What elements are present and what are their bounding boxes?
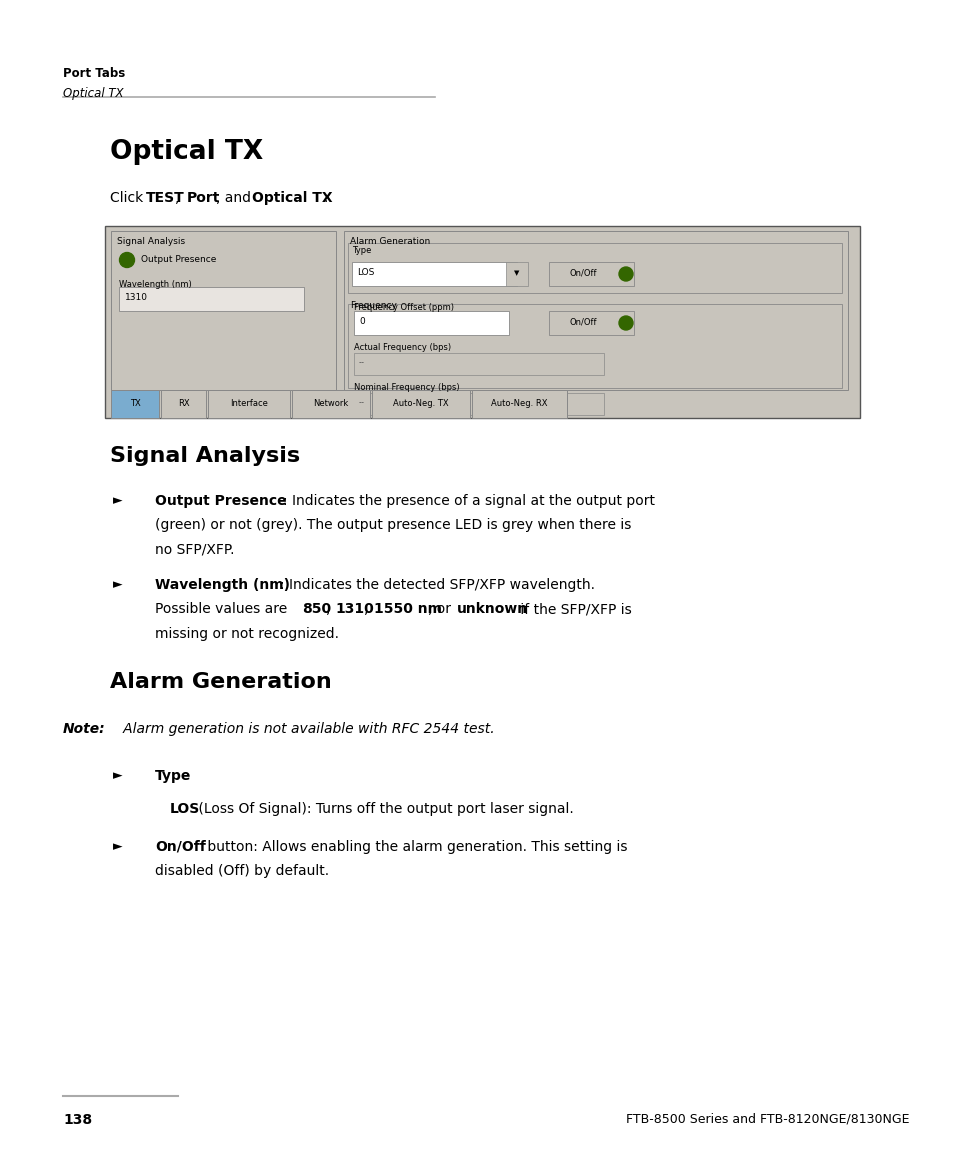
Text: unknown: unknown — [456, 603, 528, 617]
FancyBboxPatch shape — [472, 389, 566, 418]
Text: TX: TX — [130, 400, 140, 408]
Text: Interface: Interface — [230, 400, 268, 408]
FancyBboxPatch shape — [119, 287, 304, 311]
Text: On/Off: On/Off — [568, 269, 596, 277]
Text: Nominal Frequency (bps): Nominal Frequency (bps) — [354, 382, 459, 392]
Text: On/Off: On/Off — [568, 318, 596, 327]
Text: Optical TX: Optical TX — [252, 191, 332, 205]
Text: , and: , and — [215, 191, 254, 205]
FancyBboxPatch shape — [292, 389, 370, 418]
FancyBboxPatch shape — [372, 389, 470, 418]
Text: Type: Type — [352, 246, 371, 255]
Text: TEST: TEST — [146, 191, 185, 205]
Circle shape — [618, 316, 633, 330]
Text: 850: 850 — [302, 603, 332, 617]
Text: Frequency Offset (ppm): Frequency Offset (ppm) — [354, 302, 454, 312]
Text: FTB-8500 Series and FTB-8120NGE/8130NGE: FTB-8500 Series and FTB-8120NGE/8130NGE — [626, 1113, 909, 1127]
Text: Optical TX: Optical TX — [110, 139, 263, 165]
Text: ,: , — [174, 191, 183, 205]
Text: Type: Type — [154, 770, 192, 783]
Text: Auto-Neg. TX: Auto-Neg. TX — [393, 400, 448, 408]
Text: ►: ► — [112, 494, 123, 506]
Text: if the SFP/XFP is: if the SFP/XFP is — [516, 603, 631, 617]
Text: 138: 138 — [63, 1113, 92, 1127]
Text: Output Presence: Output Presence — [141, 255, 216, 264]
Text: Network: Network — [313, 400, 348, 408]
Text: Possible values are: Possible values are — [154, 603, 292, 617]
FancyBboxPatch shape — [354, 311, 509, 335]
Text: Note:: Note: — [63, 722, 106, 736]
Text: On/Off: On/Off — [154, 840, 206, 854]
Text: ►: ► — [112, 770, 123, 782]
FancyBboxPatch shape — [548, 262, 634, 286]
Text: Port: Port — [187, 191, 220, 205]
Text: Auto-Neg. RX: Auto-Neg. RX — [491, 400, 547, 408]
FancyBboxPatch shape — [354, 353, 603, 376]
Text: (green) or not (grey). The output presence LED is grey when there is: (green) or not (grey). The output presen… — [154, 518, 631, 532]
Text: ►: ► — [112, 840, 123, 853]
Text: (Loss Of Signal): Turns off the output port laser signal.: (Loss Of Signal): Turns off the output p… — [193, 802, 573, 816]
Text: 1550 nm: 1550 nm — [374, 603, 441, 617]
Text: 0: 0 — [358, 318, 364, 327]
Text: LOS: LOS — [356, 269, 374, 277]
Text: no SFP/XFP.: no SFP/XFP. — [154, 544, 234, 557]
Text: --: -- — [358, 358, 365, 367]
Text: disabled (Off) by default.: disabled (Off) by default. — [154, 865, 329, 879]
FancyBboxPatch shape — [111, 389, 159, 418]
Text: button: Allows enabling the alarm generation. This setting is: button: Allows enabling the alarm genera… — [203, 840, 627, 854]
Text: Wavelength (nm): Wavelength (nm) — [119, 280, 192, 289]
Text: ,: , — [326, 603, 335, 617]
Text: LOS: LOS — [170, 802, 200, 816]
FancyBboxPatch shape — [352, 262, 517, 286]
Text: --: -- — [358, 399, 365, 408]
FancyBboxPatch shape — [161, 389, 206, 418]
FancyBboxPatch shape — [505, 262, 527, 286]
Text: missing or not recognized.: missing or not recognized. — [154, 627, 338, 641]
Text: , or: , or — [428, 603, 455, 617]
Text: Alarm generation is not available with RFC 2544 test.: Alarm generation is not available with R… — [110, 722, 494, 736]
FancyBboxPatch shape — [548, 311, 634, 335]
Text: : Indicates the detected SFP/XFP wavelength.: : Indicates the detected SFP/XFP wavelen… — [280, 578, 595, 592]
Text: Alarm Generation: Alarm Generation — [110, 672, 332, 692]
FancyBboxPatch shape — [354, 393, 603, 415]
Text: ▼: ▼ — [514, 270, 519, 276]
Circle shape — [618, 267, 633, 280]
Text: ►: ► — [112, 578, 123, 591]
Text: Optical TX: Optical TX — [63, 87, 123, 100]
Text: : Indicates the presence of a signal at the output port: : Indicates the presence of a signal at … — [283, 494, 655, 508]
Text: RX: RX — [177, 400, 189, 408]
Text: ,: , — [364, 603, 373, 617]
Text: Port Tabs: Port Tabs — [63, 67, 125, 80]
FancyBboxPatch shape — [111, 231, 335, 389]
Circle shape — [119, 253, 134, 268]
Text: .: . — [323, 191, 328, 205]
Text: Alarm Generation: Alarm Generation — [350, 236, 430, 246]
FancyBboxPatch shape — [348, 243, 841, 293]
FancyBboxPatch shape — [208, 389, 290, 418]
Text: Output Presence: Output Presence — [154, 494, 286, 508]
Text: Signal Analysis: Signal Analysis — [110, 446, 300, 466]
Text: Wavelength (nm): Wavelength (nm) — [154, 578, 290, 592]
FancyBboxPatch shape — [105, 226, 859, 418]
Text: Actual Frequency (bps): Actual Frequency (bps) — [354, 343, 451, 352]
Text: Click: Click — [110, 191, 148, 205]
Text: Signal Analysis: Signal Analysis — [117, 236, 185, 246]
FancyBboxPatch shape — [344, 231, 847, 389]
Text: Frequency: Frequency — [350, 301, 396, 309]
Text: 1310: 1310 — [335, 603, 374, 617]
Text: 1310: 1310 — [125, 293, 148, 302]
FancyBboxPatch shape — [348, 304, 841, 388]
